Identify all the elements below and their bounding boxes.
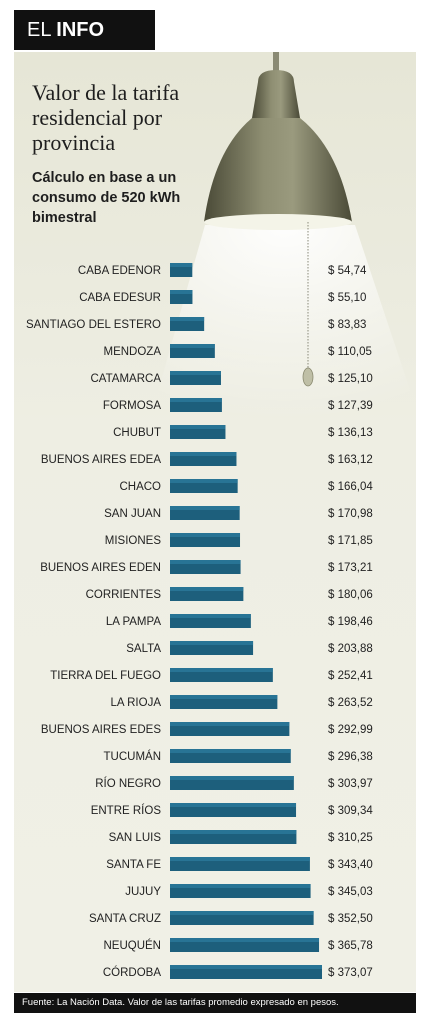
value-label: $ 292,99	[328, 724, 373, 736]
value-label: $ 343,40	[328, 859, 373, 871]
category-label: SANTA FE	[106, 859, 161, 871]
bar-highlight	[170, 749, 291, 753]
category-label: RÍO NEGRO	[95, 777, 161, 790]
category-label: SAN JUAN	[104, 508, 161, 520]
value-label: $ 198,46	[328, 616, 373, 628]
category-label: CABA EDESUR	[79, 292, 161, 304]
bar-highlight	[170, 560, 241, 564]
category-label: JUJUY	[125, 886, 161, 898]
value-label: $ 173,21	[328, 562, 373, 574]
bar-highlight	[170, 317, 205, 321]
bar-highlight	[170, 452, 237, 456]
category-label: MENDOZA	[104, 346, 162, 358]
value-label: $ 352,50	[328, 913, 373, 925]
value-label: $ 54,74	[328, 265, 367, 277]
category-label: SALTA	[126, 643, 161, 655]
bar-highlight	[170, 263, 193, 267]
value-label: $ 373,07	[328, 967, 373, 979]
value-label: $ 171,85	[328, 535, 373, 547]
category-label: CÓRDOBA	[103, 966, 161, 979]
value-label: $ 303,97	[328, 778, 373, 790]
section-tab-prefix: EL	[27, 19, 51, 41]
value-label: $ 180,06	[328, 589, 373, 601]
value-label: $ 166,04	[328, 481, 373, 493]
source-note: Fuente: La Nación Data. Valor de las tar…	[14, 993, 416, 1013]
bar-highlight	[170, 695, 278, 699]
category-label: SANTA CRUZ	[89, 913, 161, 925]
value-label: $ 83,83	[328, 319, 366, 331]
value-label: $ 296,38	[328, 751, 373, 763]
value-label: $ 163,12	[328, 454, 373, 466]
category-label: TIERRA DEL FUEGO	[50, 670, 161, 682]
category-label: MISIONES	[105, 535, 162, 547]
bar-highlight	[170, 776, 294, 780]
bar-highlight	[170, 479, 238, 483]
bar-highlight	[170, 803, 297, 807]
value-label: $ 310,25	[328, 832, 373, 844]
section-tab: EL INFO	[14, 10, 155, 50]
category-label: SANTIAGO DEL ESTERO	[26, 319, 161, 331]
section-tab-bold: INFO	[56, 19, 105, 41]
bar-highlight	[170, 371, 221, 375]
category-label: NEUQUÉN	[103, 939, 161, 952]
chart-title: Valor de la tarifa residencial por provi…	[32, 80, 180, 155]
category-label: BUENOS AIRES EDES	[41, 724, 161, 736]
category-label: TUCUMÁN	[104, 750, 162, 763]
value-label: $ 136,13	[328, 427, 373, 439]
value-label: $ 252,41	[328, 670, 373, 682]
bar-highlight	[170, 641, 254, 645]
category-label: SAN LUIS	[109, 832, 162, 844]
value-label: $ 203,88	[328, 643, 373, 655]
category-label: CATAMARCA	[91, 373, 162, 385]
category-label: CHUBUT	[113, 427, 161, 439]
bar-highlight	[170, 533, 241, 537]
value-label: $ 345,03	[328, 886, 373, 898]
category-label: BUENOS AIRES EDEN	[40, 562, 161, 574]
bar-highlight	[170, 830, 297, 834]
bar-highlight	[170, 857, 310, 861]
category-label: CHACO	[119, 481, 161, 493]
chart-subtitle: Cálculo en base a un consumo de 520 kWh …	[32, 170, 181, 226]
value-label: $ 125,10	[328, 373, 373, 385]
bar-highlight	[170, 911, 314, 915]
bar-highlight	[170, 965, 322, 969]
category-label: FORMOSA	[103, 400, 161, 412]
bar-highlight	[170, 398, 222, 402]
category-label: BUENOS AIRES EDEA	[41, 454, 161, 466]
bar-highlight	[170, 668, 273, 672]
bar-highlight	[170, 425, 226, 429]
value-label: $ 170,98	[328, 508, 373, 520]
category-label: CABA EDENOR	[78, 265, 161, 277]
bar-highlight	[170, 938, 320, 942]
value-label: $ 110,05	[328, 346, 372, 358]
bar-highlight	[170, 344, 215, 348]
bar-highlight	[170, 506, 240, 510]
value-label: $ 55,10	[328, 292, 366, 304]
category-label: LA RIOJA	[111, 697, 162, 709]
value-label: $ 309,34	[328, 805, 373, 817]
value-label: $ 127,39	[328, 400, 373, 412]
bar-highlight	[170, 587, 244, 591]
category-label: ENTRE RÍOS	[91, 804, 162, 817]
category-label: CORRIENTES	[86, 589, 162, 601]
bar-highlight	[170, 722, 290, 726]
value-label: $ 263,52	[328, 697, 373, 709]
category-label: LA PAMPA	[106, 616, 162, 628]
bar-highlight	[170, 884, 311, 888]
bar-highlight	[170, 290, 193, 294]
bar-highlight	[170, 614, 251, 618]
value-label: $ 365,78	[328, 940, 373, 952]
